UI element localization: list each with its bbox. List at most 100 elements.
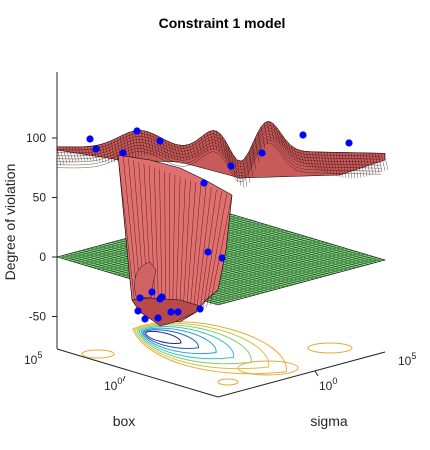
surface-mesh bbox=[189, 184, 202, 317]
surface-mesh bbox=[56, 121, 382, 161]
surface-mesh bbox=[56, 130, 382, 170]
surface-mesh bbox=[65, 146, 71, 163]
sample-point bbox=[196, 305, 204, 313]
surface-mesh bbox=[192, 185, 207, 315]
surface-mesh bbox=[290, 145, 296, 160]
zero-plane-mesh bbox=[213, 258, 382, 305]
surface-mesh bbox=[299, 150, 305, 165]
sample-point bbox=[92, 145, 100, 153]
sample-point bbox=[148, 288, 156, 296]
surface-mesh bbox=[362, 152, 368, 177]
surface-mesh bbox=[341, 152, 347, 179]
surface-mesh bbox=[383, 153, 389, 170]
surface-mesh bbox=[206, 193, 228, 308]
contour-line bbox=[144, 330, 182, 344]
surface-mesh bbox=[110, 140, 116, 163]
sample-point bbox=[227, 162, 235, 170]
surface-mesh bbox=[326, 152, 332, 175]
surface-mesh bbox=[356, 152, 362, 178]
zero-plane-mesh bbox=[203, 217, 365, 266]
surface-mesh bbox=[168, 173, 171, 320]
surface-mesh bbox=[353, 152, 359, 179]
surface-mesh bbox=[272, 123, 278, 142]
surface-mesh bbox=[77, 146, 83, 162]
sample-point bbox=[133, 127, 141, 135]
sample-points bbox=[86, 127, 353, 323]
x-axis-label: box bbox=[113, 413, 136, 429]
surface-mesh bbox=[242, 160, 248, 187]
surface-mesh bbox=[254, 138, 260, 163]
surface-mesh bbox=[134, 130, 140, 157]
contour-line bbox=[307, 342, 353, 354]
surface-mesh bbox=[56, 139, 382, 179]
surface-mesh bbox=[260, 126, 266, 149]
contour-line bbox=[142, 329, 200, 349]
sample-point bbox=[200, 179, 208, 187]
surface-mesh bbox=[164, 171, 166, 320]
surface-mesh bbox=[344, 152, 350, 179]
surface-mesh bbox=[117, 154, 136, 306]
surface-mesh bbox=[206, 132, 212, 151]
surface-mesh bbox=[365, 152, 371, 176]
y-axis bbox=[217, 351, 386, 398]
model-surface bbox=[56, 121, 389, 327]
surface-mesh bbox=[62, 146, 68, 164]
surface-mesh bbox=[196, 187, 212, 314]
z-tick-label: 0 bbox=[39, 250, 46, 264]
surface-mesh bbox=[269, 121, 275, 141]
surface-mesh bbox=[68, 146, 74, 163]
sample-point bbox=[136, 294, 144, 302]
x-axis bbox=[56, 348, 219, 398]
z-axis-label: Degree of violation bbox=[2, 164, 18, 281]
surface-mesh bbox=[233, 156, 239, 182]
surface-mesh bbox=[305, 151, 311, 167]
y-axis-line bbox=[217, 351, 386, 398]
surface-mesh bbox=[323, 152, 329, 174]
surface-mesh bbox=[188, 144, 194, 159]
surface-mesh bbox=[380, 153, 386, 171]
surface-mesh bbox=[146, 131, 152, 156]
contour-line bbox=[140, 327, 217, 354]
x-tick-label: 105 bbox=[24, 350, 42, 367]
surface-mesh bbox=[137, 130, 143, 157]
z-tick-label: 100 bbox=[26, 131, 46, 145]
surface-mesh bbox=[182, 180, 191, 319]
surface-mesh bbox=[101, 143, 107, 163]
zero-plane-mesh bbox=[201, 254, 369, 301]
sample-point bbox=[156, 137, 164, 145]
surface-mesh bbox=[113, 139, 119, 162]
zero-plane-mesh bbox=[205, 256, 373, 302]
sample-point bbox=[299, 131, 307, 139]
zero-plane-mesh bbox=[211, 215, 373, 264]
y-axis-label: sigma bbox=[310, 413, 348, 429]
surface-mesh bbox=[284, 138, 290, 154]
surface-mesh bbox=[296, 149, 302, 164]
sample-point bbox=[86, 135, 94, 143]
sample-point bbox=[258, 149, 266, 157]
surface-mesh bbox=[347, 152, 353, 179]
x-tick-label: 100 bbox=[104, 376, 122, 393]
surface-mesh bbox=[175, 176, 181, 320]
surface-mesh bbox=[202, 191, 222, 310]
surface-mesh bbox=[125, 133, 131, 160]
sample-point bbox=[174, 308, 182, 316]
surface-mesh bbox=[185, 145, 191, 160]
surface-mesh bbox=[275, 126, 281, 144]
z-tick-label: 50 bbox=[33, 191, 47, 205]
zero-plane-mesh bbox=[219, 212, 381, 262]
surface-mesh bbox=[71, 146, 77, 162]
surface-mesh bbox=[86, 146, 92, 162]
sample-point bbox=[204, 248, 212, 256]
surface-mesh bbox=[56, 127, 382, 167]
surface-mesh bbox=[317, 151, 323, 172]
zero-plane-mesh bbox=[215, 214, 377, 263]
contour-line bbox=[138, 325, 235, 360]
surface-mesh bbox=[236, 159, 242, 186]
surface-mesh bbox=[154, 167, 160, 318]
surface-mesh bbox=[56, 133, 382, 173]
zero-plane-mesh bbox=[197, 253, 365, 300]
surface-mesh bbox=[104, 143, 110, 163]
surface-mesh bbox=[350, 152, 356, 179]
y-tick-mark bbox=[314, 370, 319, 377]
x-tick-mark bbox=[122, 375, 126, 382]
